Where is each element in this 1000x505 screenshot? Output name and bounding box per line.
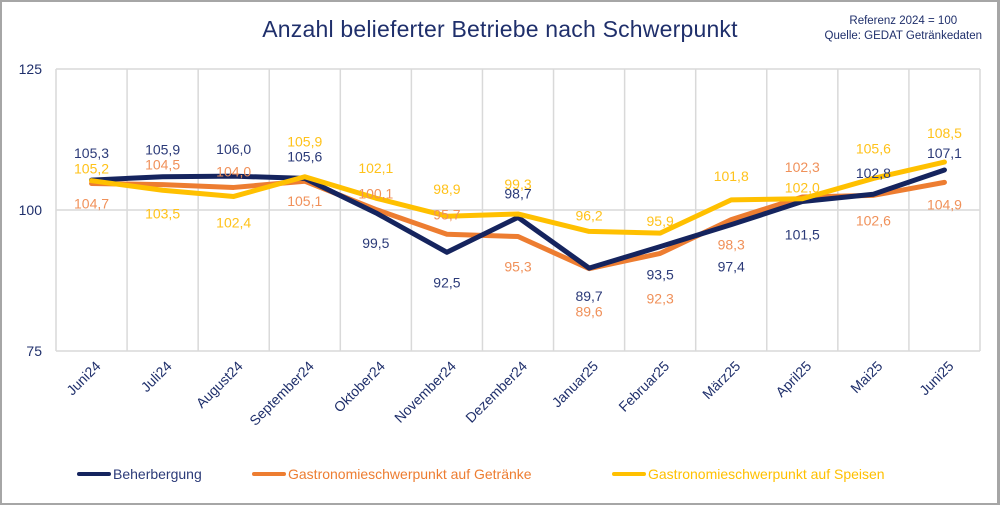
legend-label: Beherbergung: [113, 466, 202, 482]
data-label: 92,5: [433, 274, 460, 290]
data-label: 105,3: [74, 145, 109, 161]
data-label: 92,3: [647, 290, 674, 306]
reference-note: Referenz 2024 = 100: [849, 15, 958, 27]
data-label: 105,1: [287, 193, 322, 209]
data-label: 106,0: [216, 141, 251, 157]
x-tick-label: Juni25: [916, 358, 957, 399]
data-label: 101,5: [785, 227, 820, 243]
data-label: 97,4: [718, 259, 745, 275]
x-tick-label: Dezember24: [462, 358, 530, 426]
data-label: 107,1: [927, 145, 962, 161]
data-label: 102,6: [856, 212, 891, 228]
data-label: 95,3: [504, 259, 531, 275]
data-label: 104,5: [145, 157, 180, 173]
data-label: 105,6: [287, 148, 322, 164]
data-label: 99,5: [362, 235, 389, 251]
x-tick-label: August24: [193, 358, 246, 411]
data-label: 100,1: [358, 185, 393, 201]
x-tick-label: April25: [772, 358, 814, 400]
legend-swatch: [612, 472, 646, 476]
data-label: 102,4: [216, 214, 251, 230]
x-tick-label: Februar25: [615, 358, 672, 415]
x-tick-label: Oktober24: [330, 358, 388, 416]
data-label: 105,9: [145, 142, 180, 158]
series-line-2: [89, 159, 947, 236]
data-label: 104,9: [927, 196, 962, 212]
data-label: 104,7: [74, 195, 109, 211]
data-label: 104,0: [216, 163, 251, 179]
data-label: 89,7: [575, 288, 602, 304]
x-tick-label: September24: [246, 358, 317, 429]
data-label: 98,9: [433, 181, 460, 197]
x-tick-label: Juni24: [63, 358, 104, 399]
x-tick-label: November24: [391, 358, 459, 426]
data-label: 105,9: [287, 134, 322, 150]
data-label: 89,6: [575, 304, 602, 320]
legend: Beherbergung Gastronomieschwerpunkt auf …: [0, 466, 1000, 488]
data-label: 102,8: [856, 165, 891, 181]
x-tick-label: Januar25: [549, 358, 602, 411]
x-tick-label: März25: [699, 358, 743, 402]
data-label: 95,9: [647, 213, 674, 229]
data-label: 102,0: [785, 180, 820, 196]
data-label: 98,3: [718, 237, 745, 253]
data-label: 103,5: [145, 205, 180, 221]
data-label: 99,3: [504, 176, 531, 192]
data-label: 101,8: [714, 168, 749, 184]
data-label: 105,6: [856, 140, 891, 156]
data-label: 98,7: [504, 185, 531, 201]
y-tick-label: 100: [19, 202, 43, 218]
data-label: 108,5: [927, 125, 962, 141]
series-line-0: [89, 167, 947, 271]
source-note: Quelle: GEDAT Getränkedaten: [824, 30, 982, 42]
data-label: 102,3: [785, 159, 820, 175]
x-tick-label: Mai25: [847, 358, 885, 396]
y-tick-label: 125: [19, 61, 43, 77]
data-label: 102,1: [358, 160, 393, 176]
data-label: 93,5: [647, 267, 674, 283]
legend-swatch: [252, 472, 286, 476]
legend-item-getraenke[interactable]: Gastronomieschwerpunkt auf Getränke: [252, 466, 532, 482]
legend-item-speisen[interactable]: Gastronomieschwerpunkt auf Speisen: [612, 466, 885, 482]
data-label: 96,2: [575, 207, 602, 223]
y-tick-label: 75: [26, 343, 42, 359]
chart-annotation: Referenz 2024 = 100 Quelle: GEDAT Geträn…: [825, 14, 982, 44]
chart-title: Anzahl belieferter Betriebe nach Schwerp…: [262, 16, 738, 42]
data-label: 95,7: [433, 206, 460, 222]
legend-label: Gastronomieschwerpunkt auf Speisen: [648, 466, 885, 482]
x-tick-label: Juli24: [138, 358, 175, 395]
legend-label: Gastronomieschwerpunkt auf Getränke: [288, 466, 532, 482]
legend-swatch: [77, 472, 111, 476]
legend-item-beherbergung[interactable]: Beherbergung: [77, 466, 202, 482]
data-label: 105,2: [74, 161, 109, 177]
